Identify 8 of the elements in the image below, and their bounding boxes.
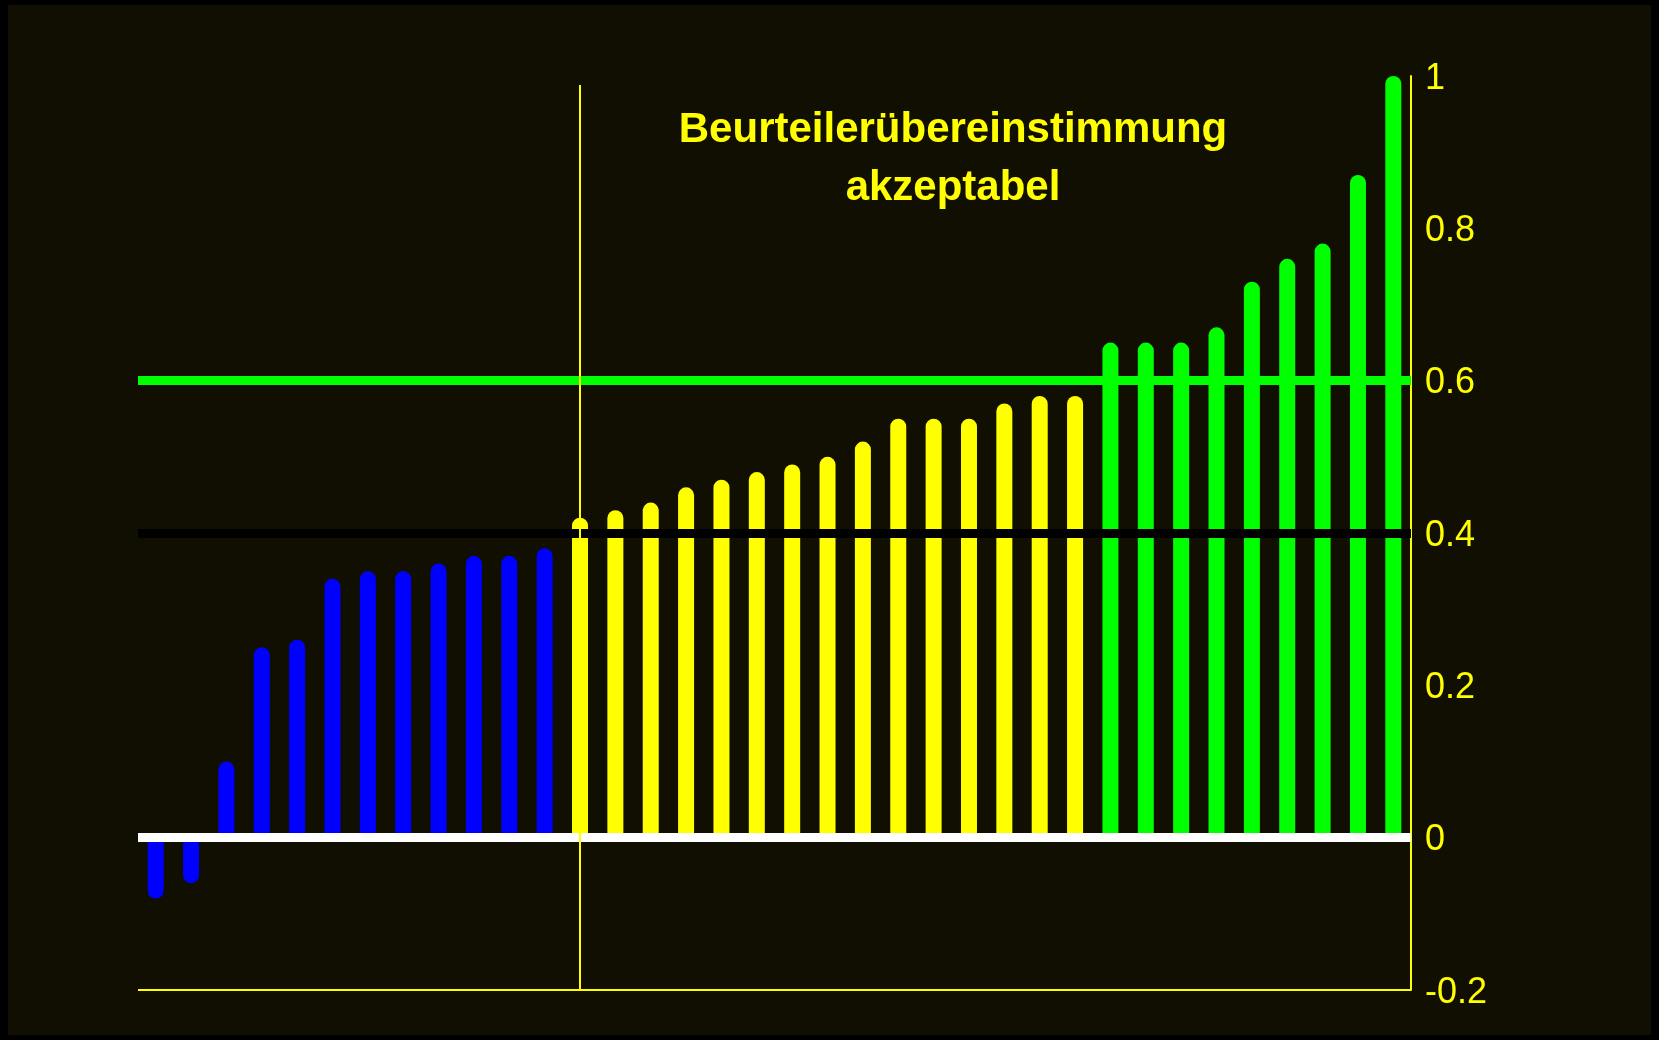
y-tick-label: 0.6: [1425, 360, 1476, 402]
y-tick-label: 0.8: [1425, 207, 1476, 249]
y-tick-label: -0.2: [1425, 969, 1488, 1011]
y-tick-label: 1: [1425, 55, 1446, 97]
y-tick-label: 0: [1425, 817, 1446, 859]
text: Beurteilerübereinstimmung akzeptabel: [678, 103, 1228, 209]
y-tick-label: 0.4: [1425, 512, 1476, 554]
y-tick-label: 0.2: [1425, 664, 1476, 706]
